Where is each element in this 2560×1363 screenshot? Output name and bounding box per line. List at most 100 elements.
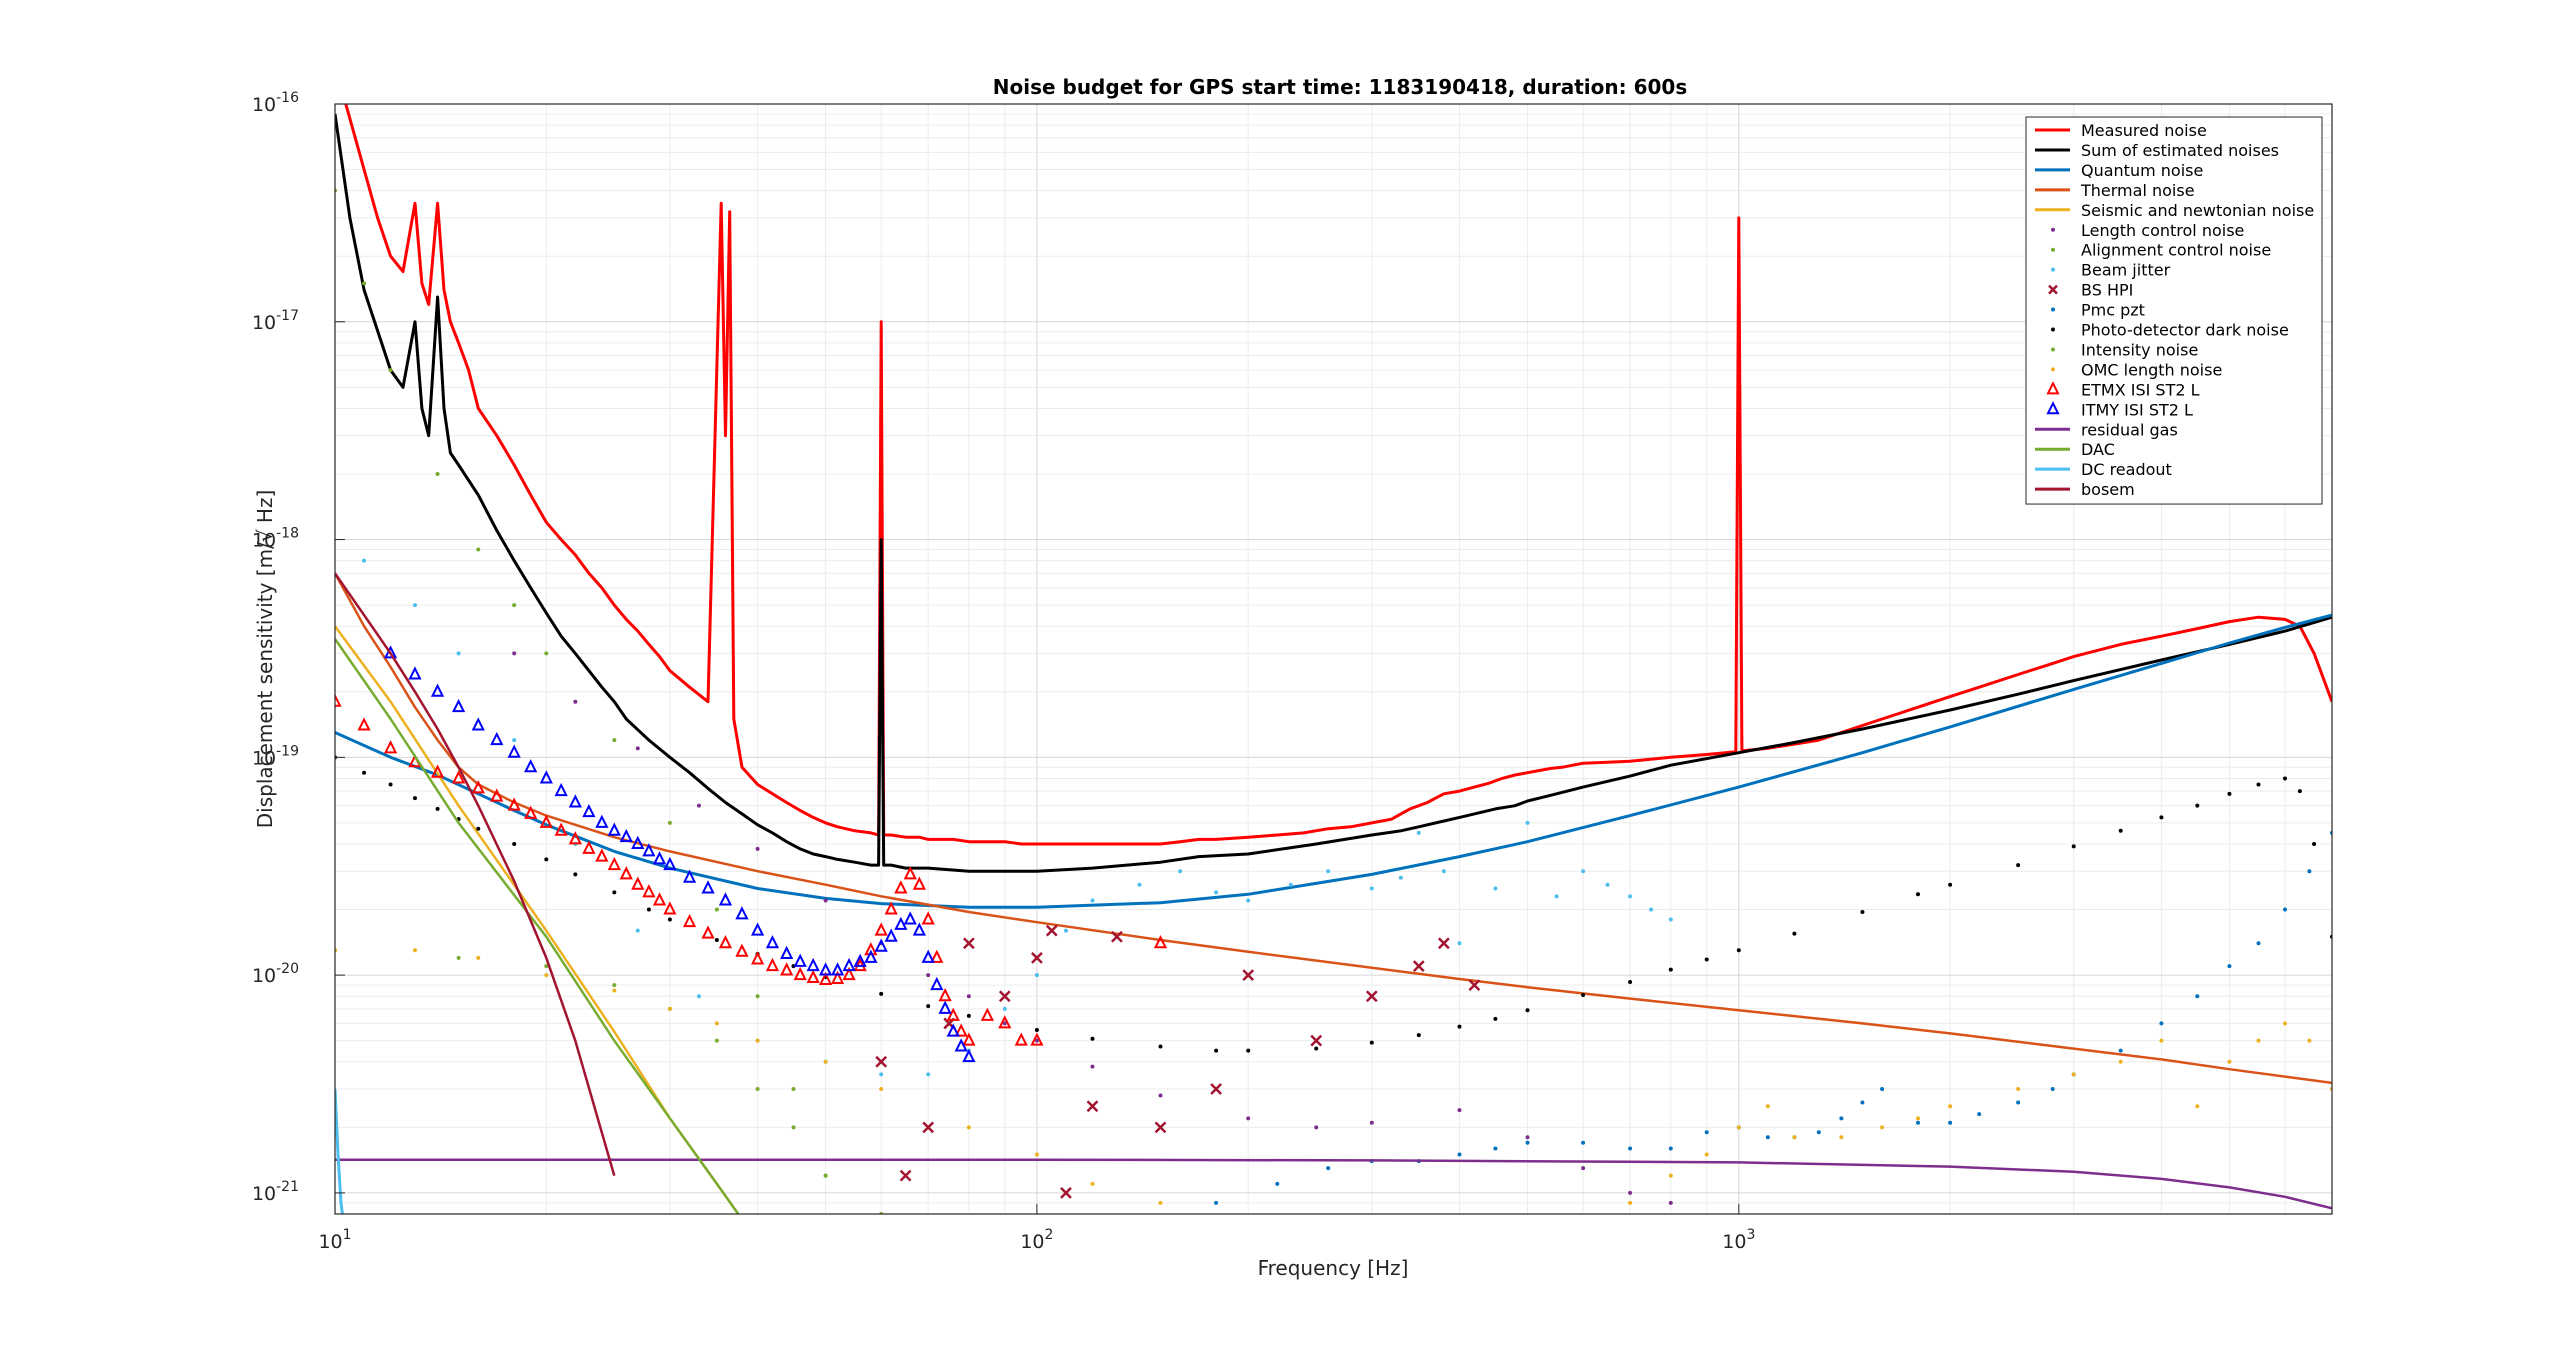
series-line-sum-of-estimated-noises — [335, 113, 2332, 873]
data-point — [1326, 1166, 1331, 1171]
data-point — [879, 1072, 884, 1077]
series-quantum-noise — [335, 613, 2332, 909]
data-point — [1839, 1135, 1844, 1140]
y-axis-label: Displacement sensitivity [m/√ Hz] — [253, 490, 277, 829]
data-point — [544, 651, 549, 656]
data-point — [998, 990, 1011, 1003]
legend-entry-photo-detector-dark-noise: Photo-detector dark noise — [2051, 321, 2289, 340]
data-point — [755, 1038, 760, 1043]
data-point — [735, 906, 749, 920]
legend-entry-pmc-pzt: Pmc pzt — [2051, 301, 2145, 320]
data-point — [1948, 1120, 1953, 1125]
data-point — [980, 1007, 994, 1021]
series-itmy-isi-st2-l — [383, 645, 976, 1063]
data-point — [962, 1048, 976, 1063]
data-point — [1137, 882, 1142, 887]
data-point — [1792, 1135, 1797, 1140]
data-point — [524, 805, 538, 819]
series-residual-gas — [335, 1158, 2332, 1210]
data-point — [718, 935, 733, 949]
data-point — [1915, 1120, 1920, 1125]
data-point — [335, 693, 342, 707]
data-point — [1457, 1108, 1462, 1113]
data-point — [966, 1013, 971, 1018]
data-point — [1086, 1100, 1099, 1113]
data-point — [2159, 1021, 2164, 1026]
data-point — [926, 1004, 931, 1009]
data-point — [930, 976, 944, 991]
data-point — [714, 937, 719, 942]
legend-label: Quantum noise — [2081, 161, 2203, 180]
legend-label: Alignment control noise — [2081, 241, 2271, 260]
data-point — [938, 987, 952, 1002]
legend-swatch — [2051, 247, 2055, 252]
series-alignment-control-noise — [335, 188, 828, 1178]
data-point — [619, 828, 633, 843]
data-point — [388, 782, 393, 787]
data-point — [903, 911, 917, 925]
data-point — [1214, 1200, 1219, 1205]
data-point — [512, 651, 517, 656]
data-point — [652, 892, 667, 906]
legend-label: Length control noise — [2081, 221, 2244, 240]
data-point — [1880, 1086, 1885, 1091]
data-point — [2307, 1038, 2312, 1043]
legend-entry-length-control-noise: Length control noise — [2051, 221, 2244, 240]
data-point — [1034, 1038, 1039, 1043]
data-point — [1111, 930, 1123, 943]
data-point — [765, 935, 780, 949]
data-point — [1030, 1032, 1044, 1046]
legend-swatch — [2046, 401, 2060, 415]
data-point — [1214, 890, 1219, 895]
legend-entry-residual-gas: residual gas — [2035, 420, 2178, 439]
data-point — [966, 994, 971, 999]
data-point — [912, 876, 926, 890]
data-point — [408, 666, 422, 680]
data-point — [1045, 924, 1058, 937]
data-point — [780, 962, 794, 976]
data-point — [1792, 931, 1797, 936]
data-point — [1002, 1006, 1007, 1011]
data-point — [667, 917, 672, 922]
data-point — [388, 368, 393, 373]
series-line-dac — [335, 638, 740, 1214]
data-point — [471, 780, 485, 794]
legend-label: Pmc pzt — [2081, 301, 2145, 320]
legend-label: Beam jitter — [2081, 261, 2171, 280]
data-point — [1948, 1104, 1953, 1109]
data-point — [701, 925, 715, 939]
series-photo-detector-dark-noise — [335, 755, 2332, 1053]
data-point — [471, 717, 485, 731]
data-point — [1605, 882, 1610, 887]
data-point — [1493, 886, 1498, 891]
data-point — [912, 922, 926, 936]
data-point — [1493, 1146, 1498, 1151]
data-point — [512, 738, 517, 743]
data-point — [921, 949, 935, 963]
data-point — [1158, 1093, 1163, 1098]
data-point — [714, 1021, 719, 1026]
data-point — [1416, 830, 1421, 835]
data-point — [568, 794, 582, 808]
data-point — [612, 890, 617, 895]
data-point — [1246, 898, 1251, 903]
legend-entry-thermal-noise: Thermal noise — [2035, 181, 2195, 200]
data-point — [2159, 815, 2164, 820]
data-point — [930, 949, 944, 963]
data-point — [2118, 828, 2123, 833]
data-point — [554, 822, 568, 836]
data-point — [1668, 1173, 1673, 1178]
data-point — [696, 803, 701, 808]
legend-swatch — [2048, 284, 2058, 295]
data-point — [412, 948, 417, 953]
data-point — [780, 945, 794, 960]
data-point — [946, 1007, 960, 1021]
data-point — [864, 949, 878, 963]
data-point — [2016, 863, 2021, 868]
data-point — [718, 892, 733, 906]
legend-label: Sum of estimated noises — [2081, 141, 2279, 160]
data-point — [362, 770, 367, 775]
data-point — [1765, 1104, 1770, 1109]
data-point — [1310, 1034, 1323, 1047]
